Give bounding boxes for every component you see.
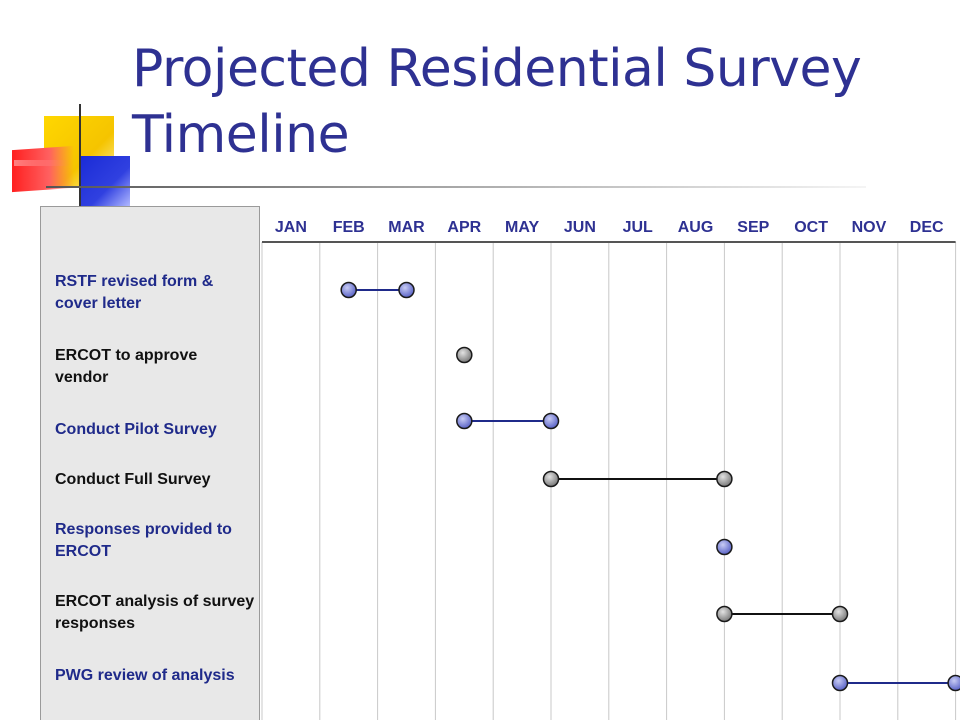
task-end-marker bbox=[831, 605, 849, 623]
task-end-marker bbox=[947, 674, 960, 692]
task-end-marker bbox=[398, 281, 415, 299]
task-start-marker bbox=[456, 346, 473, 364]
task-end-marker bbox=[542, 412, 560, 430]
task-label: Conduct Pilot Survey bbox=[55, 421, 217, 438]
task-start-marker bbox=[340, 281, 357, 299]
month-label: NOV bbox=[852, 219, 887, 236]
month-label: MAR bbox=[388, 219, 425, 236]
task-label: ERCOT to approve vendor bbox=[55, 347, 198, 386]
title-underline bbox=[46, 186, 866, 188]
decorative-red-stripe bbox=[14, 160, 70, 166]
month-label: SEP bbox=[737, 219, 769, 236]
month-label: FEB bbox=[333, 219, 365, 236]
month-label: APR bbox=[447, 219, 481, 236]
task-start-marker bbox=[831, 674, 849, 692]
slide-title: Projected Residential Survey Timeline bbox=[132, 39, 862, 165]
month-label: JAN bbox=[275, 219, 307, 236]
task-label: Responses provided to ERCOT bbox=[55, 521, 232, 560]
task-label-panel: RSTF revised form & cover letter ERCOT to… bbox=[40, 206, 260, 720]
decorative-vertical-line bbox=[79, 104, 81, 214]
task-label: RSTF revised form & cover letter bbox=[55, 273, 214, 312]
month-label: OCT bbox=[794, 219, 828, 236]
task-start-marker bbox=[542, 470, 560, 488]
month-label: AUG bbox=[678, 219, 714, 236]
task-label: PWG review of analysis bbox=[55, 667, 235, 684]
task-start-marker bbox=[456, 412, 473, 430]
task-label: ERCOT analysis of survey responses bbox=[55, 593, 255, 632]
month-label: JUL bbox=[623, 219, 653, 236]
task-label: Conduct Full Survey bbox=[55, 471, 211, 488]
month-label: JUN bbox=[564, 219, 596, 236]
task-end-marker bbox=[716, 470, 733, 488]
task-start-marker bbox=[716, 538, 733, 556]
decorative-blue-square bbox=[80, 156, 130, 206]
task-start-marker bbox=[716, 605, 733, 623]
month-label: MAY bbox=[505, 219, 539, 236]
month-label: DEC bbox=[910, 219, 944, 236]
